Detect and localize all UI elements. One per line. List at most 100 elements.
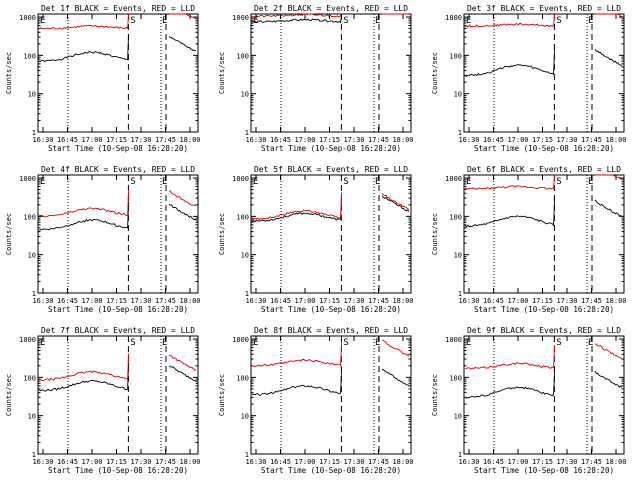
y-tick-label: 1	[245, 129, 249, 137]
panel-det-4: Det 4f BLACK = Events, RED = LLD 1 10 100 10…	[5, 165, 201, 314]
x-tick-label: 17:00	[507, 297, 528, 305]
x-tick-label: 17:30	[556, 297, 577, 305]
x-tick-label: 16:30	[458, 136, 479, 144]
plot-frame	[250, 335, 412, 455]
series-events	[464, 368, 556, 399]
marker-label: E	[375, 177, 380, 187]
plot-frame	[463, 174, 625, 294]
marker-label: E	[162, 177, 167, 187]
series-lld	[252, 13, 342, 18]
marker-label: E	[375, 16, 380, 26]
marker-label: E	[588, 177, 593, 187]
x-tick-label: 17:00	[294, 297, 315, 305]
series-lld	[464, 174, 556, 190]
marker-label: E	[466, 338, 471, 348]
y-tick-label: 10	[454, 91, 462, 99]
x-tick-label: 16:30	[245, 136, 266, 144]
series-lld-post	[381, 339, 410, 357]
y-axis-label: Counts/sec	[218, 374, 226, 416]
x-tick-label: 17:15	[106, 458, 127, 466]
series-lld-post	[169, 13, 197, 19]
x-tick-label: 17:00	[81, 297, 102, 305]
series-events-post	[168, 365, 197, 383]
x-tick-label: 17:45	[581, 297, 602, 305]
series-lld	[38, 13, 130, 30]
y-tick-label: 10	[28, 91, 36, 99]
y-tick-label: 10	[454, 413, 462, 421]
x-tick-label: 18:00	[392, 458, 413, 466]
x-tick-label: 18:00	[179, 458, 200, 466]
x-tick-label: 17:30	[343, 136, 364, 144]
x-axis-label: Start Time (10-Sep-08 16:28:20)	[474, 144, 614, 153]
marker-label: S	[343, 16, 348, 26]
marker-label: E	[253, 338, 258, 348]
x-tick-label: 17:30	[556, 136, 577, 144]
x-tick-label: 17:45	[581, 136, 602, 144]
x-tick-label: 17:45	[581, 458, 602, 466]
y-tick-label: 100	[449, 52, 462, 60]
y-tick-label: 1000	[19, 336, 36, 344]
y-tick-label: 1	[32, 290, 36, 298]
marker-label: E	[253, 16, 258, 26]
plot-frame	[37, 174, 199, 294]
x-tick-label: 17:45	[368, 136, 389, 144]
marker-label: S	[556, 177, 561, 187]
x-tick-label: 16:45	[270, 136, 291, 144]
y-tick-label: 1000	[445, 336, 462, 344]
x-tick-label: 16:45	[57, 458, 78, 466]
y-tick-label: 100	[236, 374, 249, 382]
series-events	[38, 362, 130, 392]
x-tick-label: 17:30	[556, 458, 577, 466]
y-tick-label: 1000	[445, 175, 462, 183]
y-tick-label: 1000	[19, 175, 36, 183]
x-axis-label: Start Time (10-Sep-08 16:28:20)	[261, 144, 401, 153]
x-tick-label: 17:30	[130, 458, 151, 466]
y-tick-label: 100	[449, 374, 462, 382]
y-tick-label: 10	[28, 413, 36, 421]
series-events	[251, 194, 343, 223]
series-events-post	[594, 48, 623, 66]
x-axis-label: Start Time (10-Sep-08 16:28:20)	[48, 305, 188, 314]
y-tick-label: 10	[241, 252, 249, 260]
marker-label: E	[588, 338, 593, 348]
x-tick-label: 16:45	[57, 297, 78, 305]
x-tick-label: 17:45	[155, 297, 176, 305]
x-tick-label: 17:00	[507, 458, 528, 466]
x-tick-label: 17:15	[106, 297, 127, 305]
y-tick-label: 1	[458, 129, 462, 137]
y-tick-label: 1	[458, 290, 462, 298]
marker-label: E	[40, 338, 45, 348]
x-tick-label: 16:45	[270, 297, 291, 305]
x-tick-label: 17:00	[294, 136, 315, 144]
y-axis-label: Counts/sec	[431, 213, 439, 255]
marker-label: S	[343, 338, 348, 348]
panel-title: Det 9f BLACK = Events, RED = LLD	[467, 326, 621, 335]
marker-label: E	[588, 16, 593, 26]
x-tick-label: 16:30	[458, 458, 479, 466]
plot-frame	[37, 335, 199, 455]
series-events	[464, 198, 556, 228]
y-tick-label: 1000	[445, 14, 462, 22]
y-axis-label: Counts/sec	[431, 374, 439, 416]
panel-title: Det 6f BLACK = Events, RED = LLD	[467, 165, 621, 174]
y-tick-label: 1	[32, 451, 36, 459]
series-events	[251, 13, 343, 24]
y-tick-label: 1	[245, 290, 249, 298]
x-tick-label: 17:00	[294, 458, 315, 466]
x-tick-label: 16:45	[483, 458, 504, 466]
panel-det-7: Det 7f BLACK = Events, RED = LLD 1 10 100 10…	[5, 326, 201, 475]
plot-frame	[463, 13, 625, 133]
series-events	[464, 46, 556, 77]
x-tick-label: 17:45	[368, 458, 389, 466]
series-lld-post	[168, 354, 197, 372]
marker-label: E	[162, 338, 167, 348]
x-tick-label: 18:00	[605, 297, 626, 305]
x-tick-label: 16:30	[32, 297, 53, 305]
x-axis-label: Start Time (10-Sep-08 16:28:20)	[261, 466, 401, 475]
x-tick-label: 17:45	[155, 136, 176, 144]
marker-label: E	[40, 16, 45, 26]
marker-label: E	[40, 177, 45, 187]
y-tick-label: 1	[458, 451, 462, 459]
panel-title: Det 5f BLACK = Events, RED = LLD	[254, 165, 408, 174]
x-tick-label: 16:45	[483, 297, 504, 305]
